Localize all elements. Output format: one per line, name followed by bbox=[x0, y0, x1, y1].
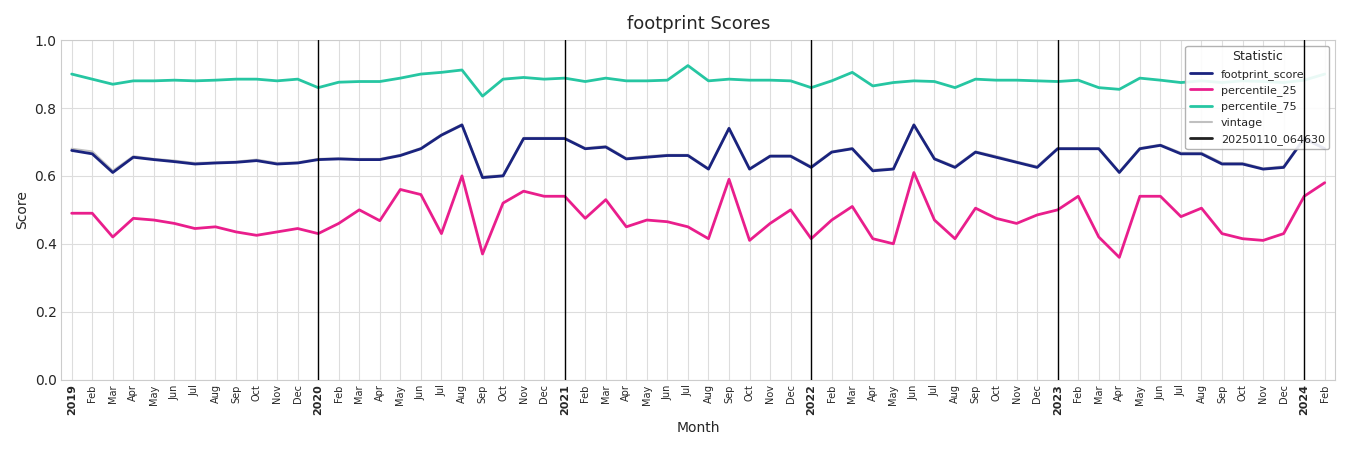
Legend: footprint_score, percentile_25, percentile_75, vintage, 20250110_064630: footprint_score, percentile_25, percenti… bbox=[1185, 45, 1330, 149]
X-axis label: Month: Month bbox=[676, 421, 720, 435]
Y-axis label: Score: Score bbox=[15, 190, 28, 230]
Title: footprint Scores: footprint Scores bbox=[626, 15, 769, 33]
